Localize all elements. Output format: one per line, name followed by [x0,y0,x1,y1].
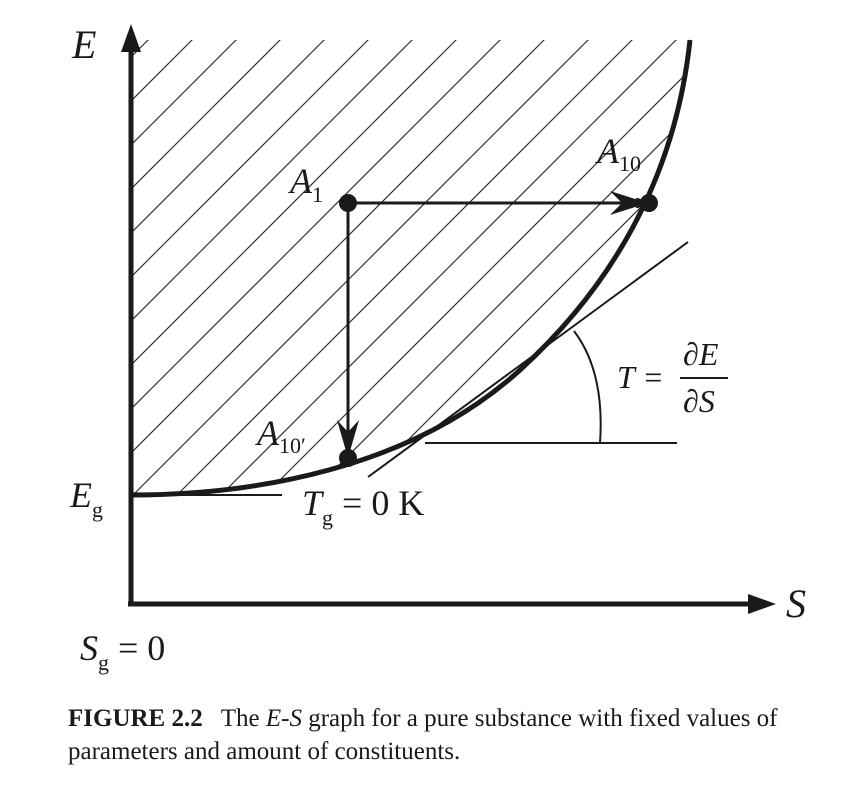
slope-formula-numerator: ∂E [683,336,719,372]
hatch-line [131,40,541,495]
caption-text-before: The [220,705,266,732]
hatch-line [131,40,321,495]
origin-label-sub: g [98,650,109,675]
a10-prime-label: A10′ [255,413,306,458]
slope-angle-arc [573,330,602,444]
hatch-line [643,40,690,495]
hatch-line [687,40,690,495]
hatch-line [131,40,365,495]
hatch-line [131,40,277,495]
ground-temperature-label: Tg = 0 K [302,483,424,530]
hatch-line [131,40,690,495]
caption-italic-s: S [289,705,302,732]
e-s-curve [130,39,693,498]
arrow-a1-to-a10-head [610,191,648,215]
hatch-line [131,40,497,495]
a1-label-sub: 1 [312,182,323,207]
slope-tangent-line [367,241,689,478]
caption-dash: - [281,705,290,732]
slope-formula-denominator: ∂S [683,383,715,419]
point-a10-prime [339,449,357,467]
a10-label: A10 [595,131,641,176]
figure-caption: FIGURE 2.2 The E-S graph for a pure subst… [68,702,818,768]
hatch-line [555,40,690,495]
figure-number: FIGURE 2.2 [68,705,203,732]
hatch-line [599,40,690,495]
point-a1 [339,194,357,212]
eg-label-sub: g [92,497,103,522]
arrow-a1-to-a10p-head [337,420,359,458]
hatch-line [203,40,690,495]
hatch-line [379,40,690,495]
origin-label-tail: = 0 [109,628,165,668]
caption-italic-e: E [265,705,282,732]
a1-label-main: A [288,161,313,201]
y-axis-label: E [71,22,96,67]
a10-prime-label-main: A [255,413,280,453]
eg-label-main: E [69,475,92,515]
hatch-line [159,40,690,495]
x-axis-label: S [786,581,806,626]
point-a10 [640,194,658,212]
x-axis-arrowhead [748,594,776,614]
hatch-line [247,40,690,495]
a1-label: A1 [288,161,323,207]
slope-formula-lhs: T = [617,359,664,395]
caption-text-after: graph for a pure substance with fixed va… [68,705,778,765]
hatch-line [131,40,233,495]
hatch-line [131,40,409,495]
eg-label: Eg [69,475,103,522]
hatch-line [423,40,690,495]
ground-temperature-tail: = 0 K [333,483,424,523]
hatch-line [467,40,690,495]
ground-temperature-main: T [302,483,325,523]
origin-label-main: S [80,628,98,668]
a10-label-main: A [595,131,620,171]
hatch-line [131,40,629,495]
hatch-line [131,40,585,495]
ground-temperature-sub: g [322,505,333,530]
hatch-line [131,40,453,495]
y-axis-arrowhead [121,24,141,52]
a10-label-sub: 10 [619,151,641,176]
e-s-diagram: E S Eg Sg = 0 A1 A10 A10′ Tg = 0 K T = ∂… [69,22,806,675]
origin-label: Sg = 0 [80,628,165,675]
hatch-line [131,40,673,495]
a10-prime-label-sub: 10′ [279,433,306,458]
